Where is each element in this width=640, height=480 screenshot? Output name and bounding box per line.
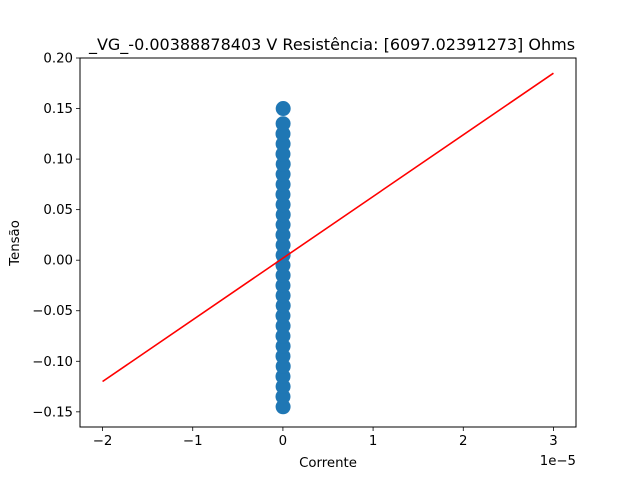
x-tick-label: 1 bbox=[369, 434, 377, 449]
fit-line bbox=[102, 72, 554, 383]
x-tick-label: 3 bbox=[549, 434, 557, 449]
y-tick-label: −0.05 bbox=[32, 304, 73, 319]
y-tick-label: 0.05 bbox=[43, 203, 73, 218]
y-tick-label: −0.15 bbox=[32, 405, 73, 420]
chart-title: _VG_-0.00388878403 V Resistência: [6097.… bbox=[88, 35, 575, 55]
y-tick-label: 0.15 bbox=[43, 102, 73, 117]
x-tick-label: −1 bbox=[183, 434, 203, 449]
y-axis: −0.15 −0.10 −0.05 0.00 0.05 0.10 0.15 0.20 bbox=[32, 52, 80, 420]
y-tick-label: 0.00 bbox=[43, 254, 73, 269]
x-tick-label: 2 bbox=[459, 434, 467, 449]
y-tick-label: −0.10 bbox=[32, 355, 73, 370]
x-axis: −2 −1 0 1 2 3 bbox=[93, 427, 558, 449]
x-tick-label: −2 bbox=[93, 434, 113, 449]
y-tick-label: 0.10 bbox=[43, 153, 73, 168]
plot-area bbox=[102, 72, 554, 415]
x-axis-label: Corrente bbox=[299, 456, 357, 471]
y-axis-label: Tensão bbox=[8, 220, 23, 267]
scatter-point bbox=[275, 116, 291, 132]
x-offset-label: 1e−5 bbox=[540, 454, 576, 469]
x-tick-label: 0 bbox=[279, 434, 287, 449]
y-tick-label: 0.20 bbox=[43, 52, 73, 67]
scatter-point bbox=[275, 101, 291, 117]
plot-frame bbox=[79, 57, 577, 428]
